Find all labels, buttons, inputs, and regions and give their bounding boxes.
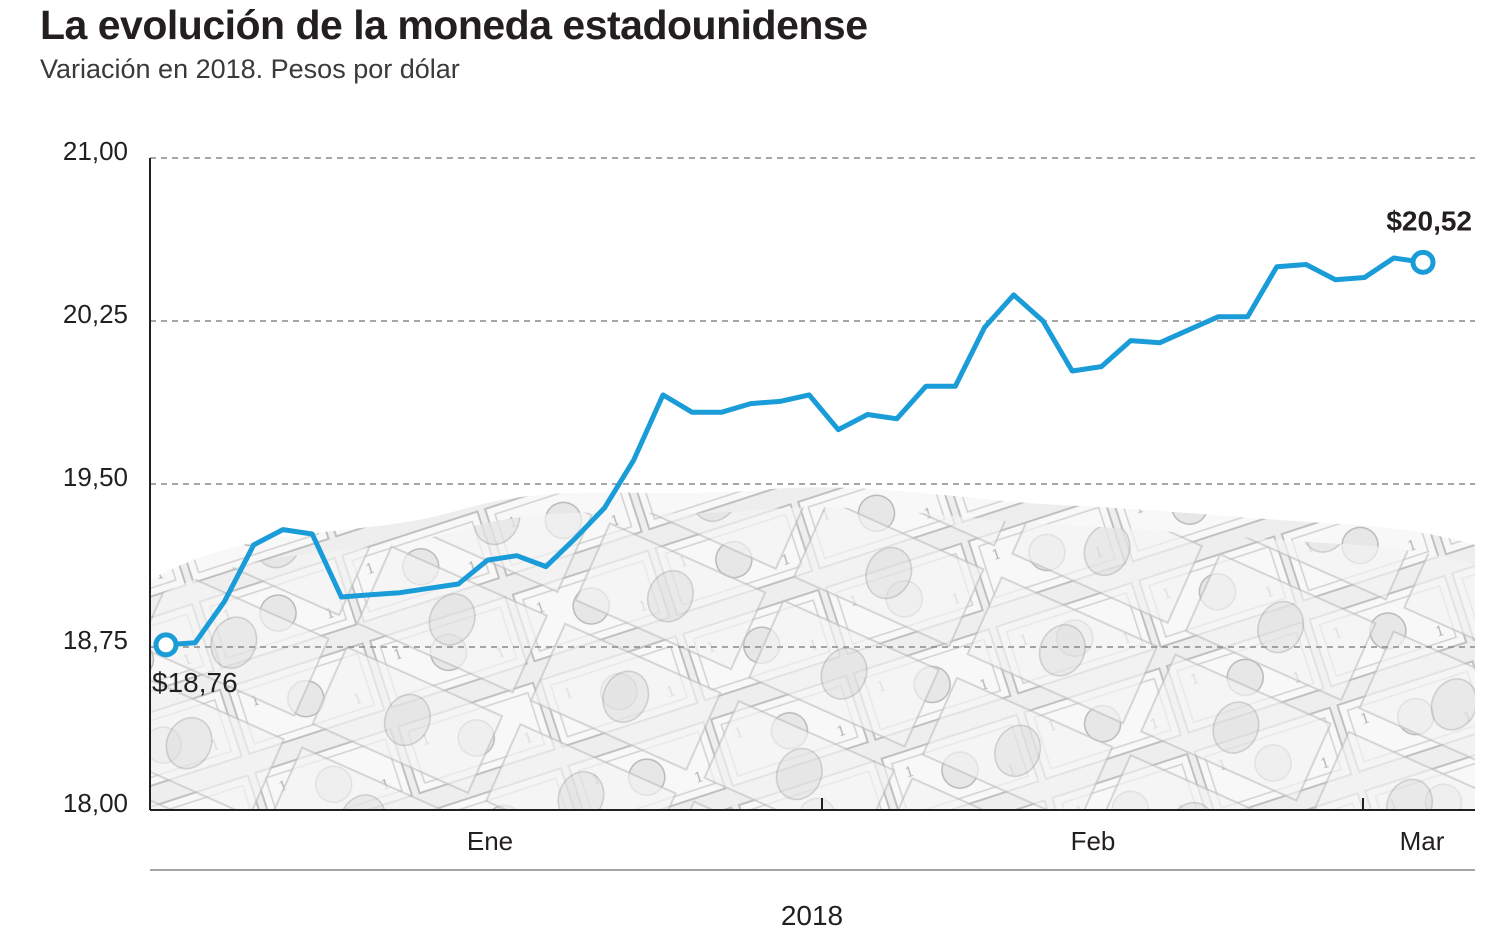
start-marker bbox=[153, 632, 179, 658]
end-marker bbox=[1410, 249, 1436, 275]
y-tick-label: 21,00 bbox=[63, 136, 128, 166]
x-axis-ticks: Ene Feb Mar bbox=[467, 826, 1445, 856]
x-tick-label: Mar bbox=[1400, 826, 1445, 856]
chart-title: La evolución de la moneda estadounidense bbox=[40, 2, 868, 48]
gridlines bbox=[150, 157, 1475, 648]
y-tick-label: 20,25 bbox=[63, 299, 128, 329]
series-usd-ars bbox=[163, 255, 1426, 648]
y-tick-label: 19,50 bbox=[63, 462, 128, 492]
chart-subtitle: Variación en 2018. Pesos por dólar bbox=[40, 54, 460, 84]
annotations: $18,76 $20,52 bbox=[152, 205, 1472, 698]
x-tick-label: Ene bbox=[467, 826, 513, 856]
series-line bbox=[163, 255, 1426, 648]
start-value-label: $18,76 bbox=[152, 667, 238, 698]
y-tick-label: 18,75 bbox=[63, 625, 128, 655]
x-tick-label: Feb bbox=[1071, 826, 1116, 856]
y-axis-ticks: 18,00 18,75 19,50 20,25 21,00 bbox=[63, 136, 128, 818]
x-axis-year-label: 2018 bbox=[781, 900, 843, 931]
dollar-bills-background bbox=[150, 487, 1475, 810]
end-value-label: $20,52 bbox=[1386, 205, 1472, 236]
y-tick-label: 18,00 bbox=[63, 788, 128, 818]
